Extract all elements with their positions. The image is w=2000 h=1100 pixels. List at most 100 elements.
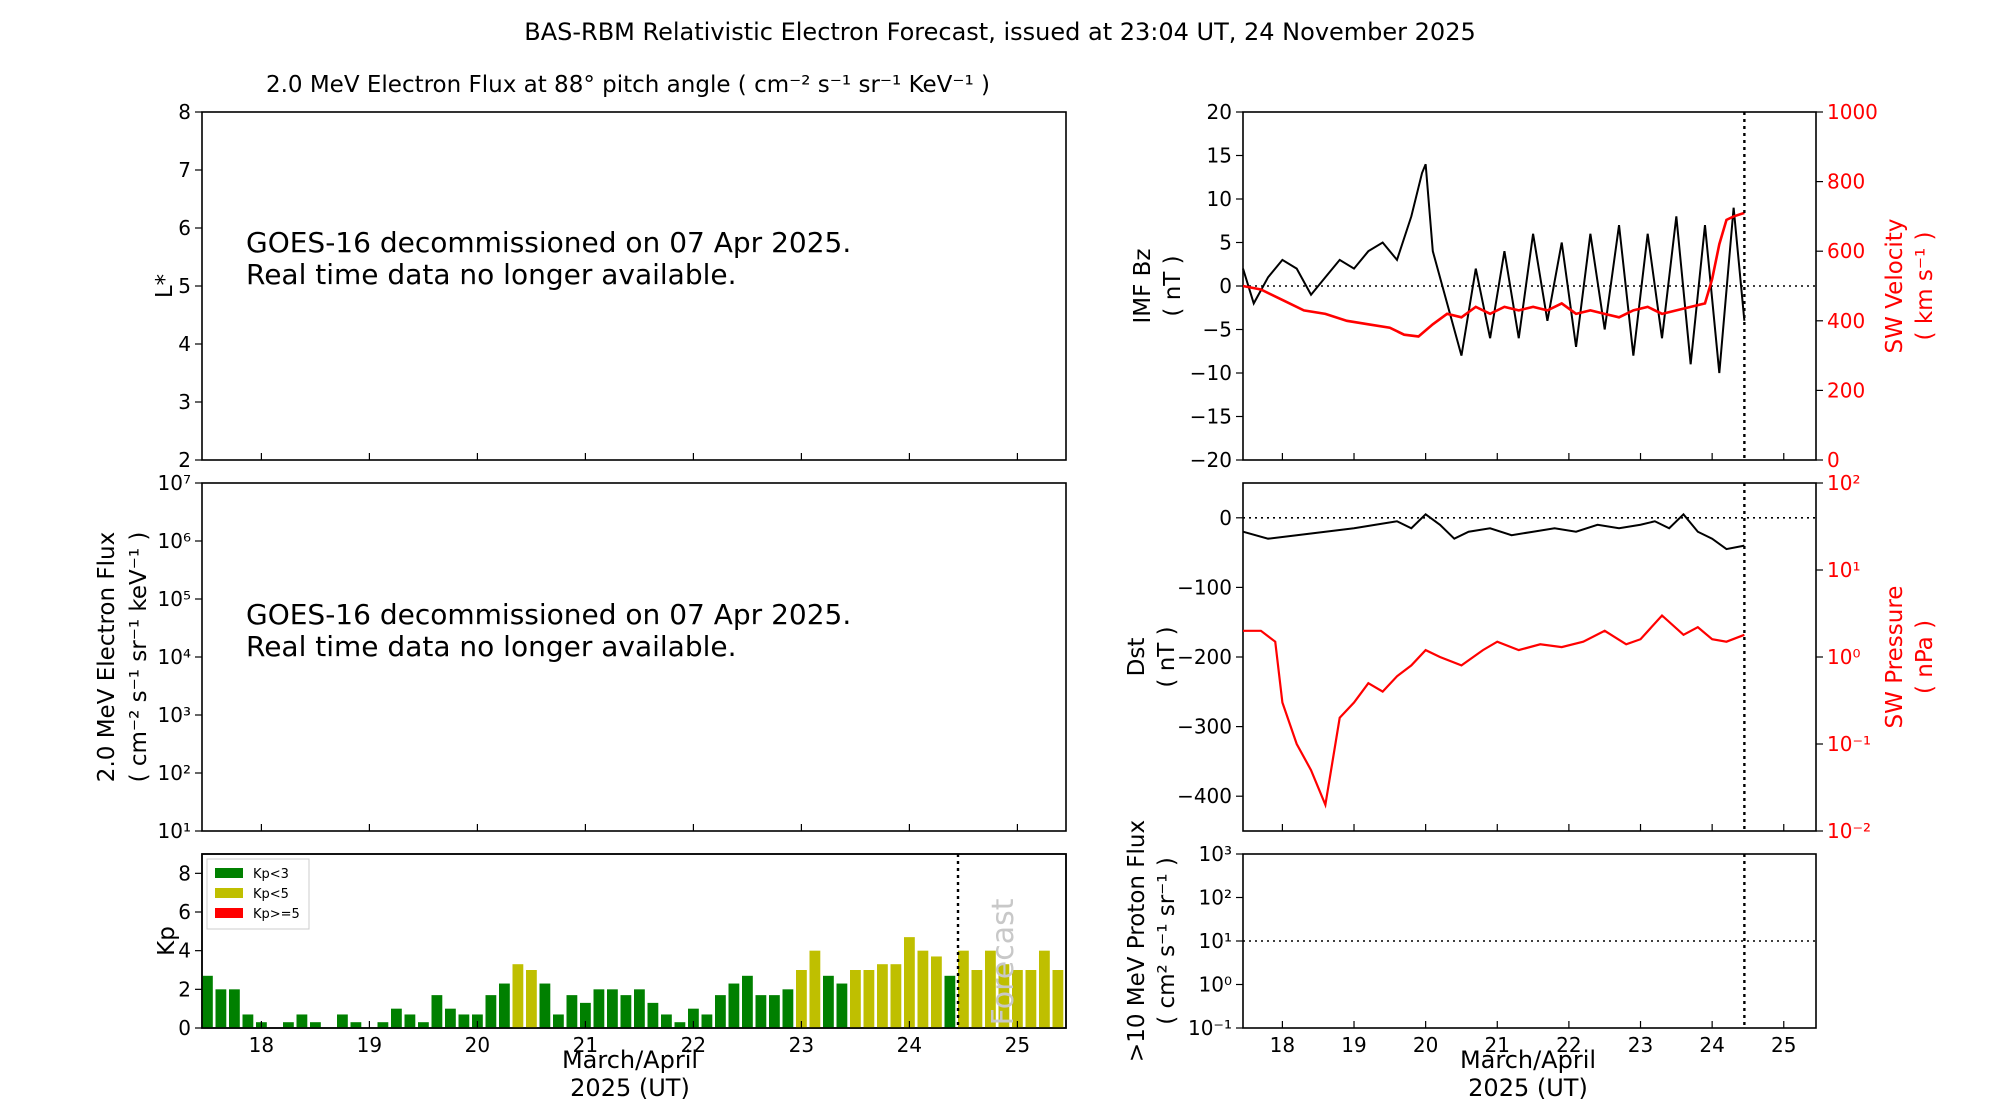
- kp-bar: [593, 989, 605, 1028]
- kp-bar: [526, 970, 537, 1028]
- sw-velocity-series: [1242, 211, 1745, 338]
- flux-panel: 10¹ 10² 10³ 10⁴ 10⁵ 10⁶ 10⁷ 2.0 MeV Electron F…: [94, 471, 1067, 843]
- proton-ylabel-line1: >10 MeV Proton Flux: [1124, 820, 1150, 1062]
- imf-rticks-label: 0: [1827, 448, 1840, 472]
- imf-rticks-label: 600: [1827, 239, 1865, 263]
- kp-bar: [944, 975, 956, 1028]
- kp-xticks-label: 24: [897, 1033, 922, 1057]
- kp-bar: [823, 975, 834, 1028]
- dst-yticks-label: −400: [1177, 784, 1232, 808]
- lstar-notice-line1: GOES-16 decommissioned on 07 Apr 2025.: [246, 226, 851, 259]
- kp-xticks-label: 19: [357, 1033, 382, 1057]
- kp-xticks-label: 18: [249, 1033, 274, 1057]
- kp-bar: [202, 975, 213, 1028]
- kp-xticks-label: 22: [681, 1033, 706, 1057]
- imf-x-ticks: [1281, 453, 1785, 460]
- flux-yticks-label: 10⁶: [158, 529, 191, 553]
- flux-yticks-label: 10⁷: [158, 471, 191, 495]
- kp-bar: [404, 1014, 416, 1028]
- flux-yticks-label: 10⁴: [158, 645, 191, 669]
- figure-title: BAS-RBM Relativistic Electron Forecast, …: [524, 18, 1476, 46]
- kp-forecast-label: Forecast: [986, 898, 1021, 1025]
- imf-yticks-label: −20: [1190, 448, 1232, 472]
- kp-bar: [215, 989, 227, 1028]
- proton-y-ticks: 10⁻¹ 10⁰ 10¹ 10² 10³: [1188, 842, 1243, 1040]
- kp-bar: [458, 1014, 470, 1028]
- kp-bar: [607, 989, 618, 1028]
- kp-legend-swatch-green: [215, 868, 243, 878]
- dst-rticks-label: 10⁻²: [1827, 819, 1871, 843]
- left-xlabel-line2: 2025 (UT): [570, 1074, 690, 1100]
- proton-yticks-label: 10⁰: [1199, 973, 1232, 997]
- kp-bar: [971, 970, 983, 1028]
- kp-bar: [958, 950, 969, 1028]
- kp-bar: [512, 964, 524, 1028]
- sw-pressure-series: [1243, 613, 1745, 809]
- flux-yticks-label: 10²: [158, 761, 191, 785]
- kp-bar: [701, 1014, 713, 1028]
- sw-velocity-label-line1: SW Velocity: [1882, 219, 1908, 354]
- lstar-panel: 2.0 MeV Electron Flux at 88° pitch angle…: [152, 72, 1067, 472]
- kp-bar: [283, 1022, 294, 1028]
- lstar-ylabel: L*: [152, 274, 178, 298]
- flux-notice-line2: Real time data no longer available.: [246, 630, 737, 663]
- proton-xticks-label: 19: [1341, 1033, 1366, 1057]
- imf-yticks-label: 20: [1207, 100, 1232, 124]
- dst-rticks-label: 10⁻¹: [1827, 732, 1871, 756]
- kp-y-ticks: 0 2 4 6 8: [178, 861, 202, 1040]
- proton-xticks-label: 20: [1413, 1033, 1438, 1057]
- imf-yticks-label: 15: [1207, 144, 1232, 168]
- proton-xticks-label: 22: [1556, 1033, 1581, 1057]
- imf-y-ticks: −20 −15 −10 −5 0 5 10 15 20: [1190, 100, 1243, 472]
- lstar-yticks-label: 3: [178, 390, 191, 414]
- kp-legend-swatch-yellow: [215, 888, 243, 898]
- proton-xticks-label: 25: [1771, 1033, 1796, 1057]
- kp-yticks-label: 2: [178, 977, 191, 1001]
- kp-bar: [1012, 970, 1023, 1028]
- kp-legend-label-yellow: Kp<5: [253, 887, 289, 902]
- kp-bar: [836, 983, 848, 1028]
- imf-yticks-label: −15: [1190, 405, 1232, 429]
- left-xlabel-line1: March/April: [562, 1046, 698, 1074]
- dst-yticks-label: −200: [1177, 645, 1232, 669]
- proton-x-ticks: 18 19 20 21 22 23 24 25: [1270, 1021, 1796, 1057]
- kp-bar: [377, 1022, 389, 1028]
- kp-bar: [769, 995, 780, 1028]
- proton-yticks-label: 10³: [1199, 842, 1232, 866]
- kp-xticks-label: 21: [573, 1033, 598, 1057]
- flux-yticks-label: 10⁵: [158, 587, 191, 611]
- kp-bar: [931, 956, 942, 1028]
- kp-bar: [566, 995, 578, 1028]
- imf-rticks-label: 800: [1827, 170, 1865, 194]
- kp-bar: [904, 937, 915, 1028]
- kp-axes-frame: [201, 853, 1067, 1029]
- imf-yticks-label: −5: [1203, 318, 1232, 342]
- kp-bar: [431, 995, 443, 1028]
- dst-x-ticks: [1281, 824, 1785, 831]
- kp-bar: [809, 950, 821, 1028]
- kp-legend-label-green: Kp<3: [253, 867, 289, 882]
- kp-bar: [580, 1002, 591, 1028]
- kp-bar: [647, 1002, 659, 1028]
- lstar-yticks-label: 4: [178, 332, 191, 356]
- lstar-yticks-label: 2: [178, 448, 191, 472]
- lstar-notice-line2: Real time data no longer available.: [246, 258, 737, 291]
- kp-bar: [1039, 950, 1050, 1028]
- imf-bz-series: [1242, 163, 1746, 374]
- kp-ylabel: Kp: [154, 926, 180, 956]
- proton-yticks-label: 10¹: [1199, 929, 1232, 953]
- right-xlabel-line1: March/April: [1460, 1046, 1596, 1074]
- kp-bar: [539, 983, 551, 1028]
- proton-panel: 10⁻¹ 10⁰ 10¹ 10² 10³ 18 19 20 21 22 23 24 25 >10 Me…: [1124, 820, 1817, 1100]
- flux-x-ticks: [260, 824, 1019, 831]
- sw-pressure-label-line1: SW Pressure: [1882, 586, 1908, 729]
- kp-bar: [742, 975, 753, 1028]
- dst-yticks-label: −300: [1177, 715, 1232, 739]
- imf-ylabel-line2: ( nT ): [1160, 255, 1186, 316]
- dst-rticks-label: 10²: [1827, 471, 1860, 495]
- dst-rticks-label: 10¹: [1827, 558, 1860, 582]
- imf-yticks-label: −10: [1190, 361, 1232, 385]
- flux-y-ticks: 10¹ 10² 10³ 10⁴ 10⁵ 10⁶ 10⁷: [158, 471, 202, 843]
- kp-legend: Kp<3 Kp<5 Kp>=5: [206, 858, 310, 930]
